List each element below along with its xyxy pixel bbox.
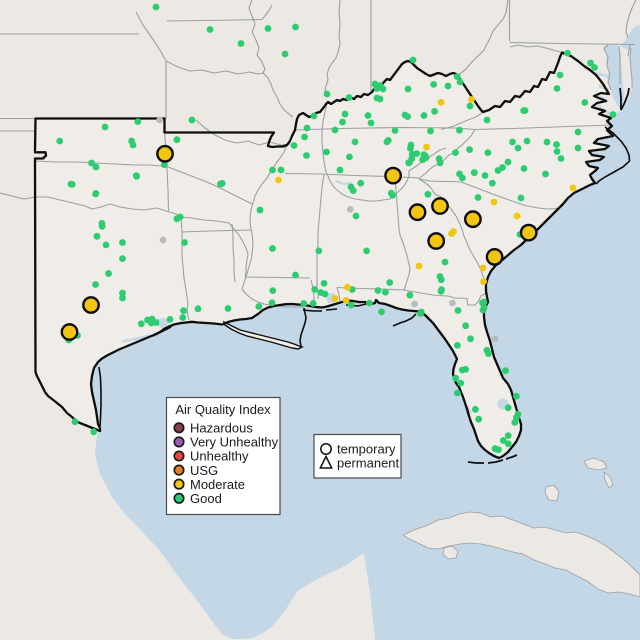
svg-text:USG: USG — [190, 463, 218, 478]
svg-text:Hazardous: Hazardous — [190, 421, 253, 436]
svg-text:Moderate: Moderate — [190, 477, 245, 492]
svg-text:Unhealthy: Unhealthy — [190, 449, 249, 464]
svg-text:Very Unhealthy: Very Unhealthy — [190, 435, 279, 450]
svg-text:permanent: permanent — [337, 456, 400, 471]
svg-text:Good: Good — [190, 491, 222, 506]
svg-text:Air Quality Index: Air Quality Index — [175, 402, 271, 417]
svg-text:temporary: temporary — [337, 442, 396, 457]
